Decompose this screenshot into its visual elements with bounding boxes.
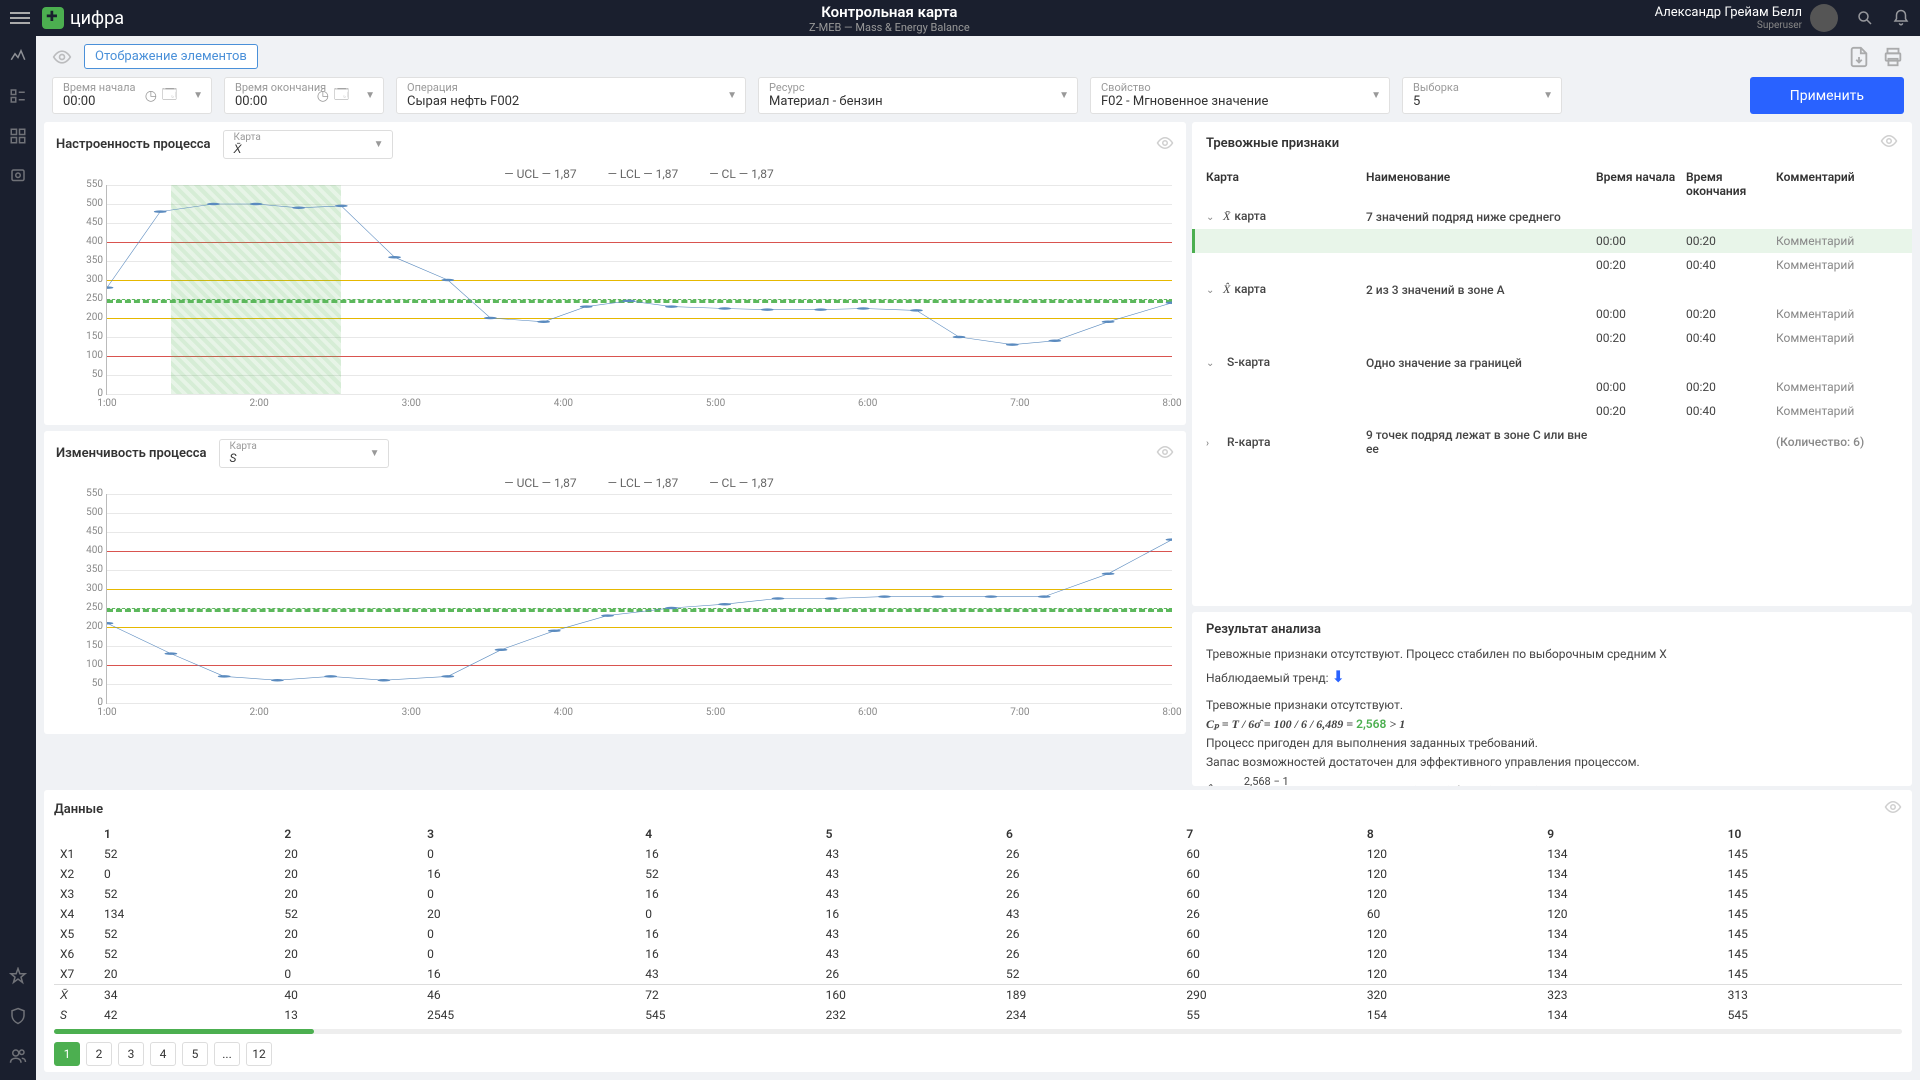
brand-name: цифра (70, 8, 124, 29)
bell-icon[interactable] (1892, 9, 1910, 27)
user-role: Superuser (1655, 20, 1802, 31)
brand-logo[interactable]: цифра (42, 7, 124, 29)
clock-icon: ◷ (145, 88, 157, 104)
eye-icon[interactable] (1156, 134, 1174, 156)
filter-selection[interactable]: Выборка 5 ▼ (1402, 77, 1562, 114)
page-subtitle: Z-MEB — Mass & Energy Balance (124, 21, 1655, 34)
alarm-row[interactable]: 00:2000:40Комментарий (1192, 399, 1912, 423)
pager: 12345...12 (54, 1034, 1902, 1066)
hscroll[interactable] (54, 1029, 1902, 1034)
chart2-body: UCL — 1,87 LCL — 1,87 CL — 1,87 05010015… (44, 476, 1186, 734)
calendar-icon: 🗔 (162, 84, 177, 108)
analysis-title: Результат анализа (1206, 622, 1321, 637)
data-title: Данные (54, 802, 103, 817)
alarm-group[interactable]: ⌄ X̂карта 2 из 3 значений в зоне А (1192, 277, 1912, 302)
sidebar-item-4[interactable] (8, 166, 28, 186)
table-row: X15220016432660120134145 (54, 844, 1902, 864)
table-row: X55220016432660120134145 (54, 924, 1902, 944)
alarm-group[interactable]: › R-карта 9 точек подряд лежат в зоне С … (1192, 423, 1912, 461)
chart1-body: UCL — 1,87 LCL — 1,87 CL — 1,87 05010015… (44, 167, 1186, 425)
analysis-body: Тревожные признаки отсутствуют. Процесс … (1206, 637, 1898, 786)
alarm-row[interactable]: 00:2000:40Комментарий (1192, 253, 1912, 277)
alarm-row[interactable]: 00:0000:20Комментарий (1192, 302, 1912, 326)
table-row: X41345220016432660120145 (54, 904, 1902, 924)
export-icon[interactable] (1848, 46, 1870, 68)
alarm-row[interactable]: 00:0000:20Комментарий (1192, 375, 1912, 399)
chart1-title: Настроенность процесса (56, 137, 211, 152)
sidebar-item-2[interactable] (8, 86, 28, 106)
filter-resource[interactable]: Ресурс Материал - бензин ▼ (758, 77, 1078, 114)
table-row: X̄34404672160189290320323313 (54, 985, 1902, 1006)
users-icon[interactable] (8, 1046, 28, 1066)
table-row: S4213254554523223455154134545 (54, 1005, 1902, 1025)
page-button[interactable]: 5 (182, 1042, 208, 1066)
page-button[interactable]: 1 (54, 1042, 80, 1066)
print-icon[interactable] (1882, 46, 1904, 68)
filter-end-time[interactable]: Время окончания 00:00 🗔 ◷ ▼ (224, 77, 384, 114)
avatar (1810, 4, 1838, 32)
clock-icon: ◷ (317, 88, 329, 104)
eye-icon[interactable] (52, 47, 72, 67)
alarms-title: Тревожные признаки (1206, 136, 1339, 151)
alarm-group[interactable]: ⌄ X̄карта 7 значений подряд ниже среднег… (1192, 204, 1912, 229)
star-icon[interactable] (8, 966, 28, 986)
filter-operation[interactable]: Операция Сырая нефть F002 ▼ (396, 77, 746, 114)
eye-icon[interactable] (1884, 798, 1902, 820)
page-button[interactable]: 12 (246, 1042, 272, 1066)
alarm-row[interactable]: 00:0000:20Комментарий (1192, 229, 1912, 253)
alarm-group[interactable]: ⌄ S-карта Одно значение за границей (1192, 350, 1912, 375)
shield-icon[interactable] (8, 1006, 28, 1026)
user-name: Александр Грейам Белл (1655, 5, 1802, 20)
eye-icon[interactable] (1156, 443, 1174, 465)
data-table: 12345678910X15220016432660120134145X2020… (54, 824, 1902, 1025)
page-button[interactable]: 3 (118, 1042, 144, 1066)
table-row: X72001643265260120134145 (54, 964, 1902, 985)
apply-button[interactable]: Применить (1750, 77, 1904, 114)
page-button[interactable]: 2 (86, 1042, 112, 1066)
user-block[interactable]: Александр Грейам Белл Superuser (1655, 4, 1838, 32)
calendar-icon: 🗔 (334, 84, 349, 108)
sidebar (0, 36, 36, 1080)
page-button[interactable]: ... (214, 1042, 240, 1066)
chart2-card-select[interactable]: Карта S ▼ (219, 439, 389, 468)
sidebar-item-3[interactable] (8, 126, 28, 146)
logo-icon (42, 7, 64, 29)
chart2-title: Изменчивость процесса (56, 446, 207, 461)
page-title: Контрольная карта (124, 3, 1655, 21)
filter-property[interactable]: Свойство F02 - Мгновенное значение ▼ (1090, 77, 1390, 114)
search-icon[interactable] (1856, 9, 1874, 27)
sidebar-item-1[interactable] (8, 46, 28, 66)
table-row: X35220016432660120134145 (54, 884, 1902, 904)
table-row: X20201652432660120134145 (54, 864, 1902, 884)
menu-icon[interactable] (10, 9, 30, 27)
page-button[interactable]: 4 (150, 1042, 176, 1066)
display-elements-button[interactable]: Отображение элементов (84, 44, 258, 69)
table-row: X65220016432660120134145 (54, 944, 1902, 964)
filter-start-time[interactable]: Время начала 00:00 🗔 ◷ ▼ (52, 77, 212, 114)
chart1-card-select[interactable]: Карта X̄ ▼ (223, 130, 393, 159)
alarm-row[interactable]: 00:2000:40Комментарий (1192, 326, 1912, 350)
eye-icon[interactable] (1880, 132, 1898, 154)
